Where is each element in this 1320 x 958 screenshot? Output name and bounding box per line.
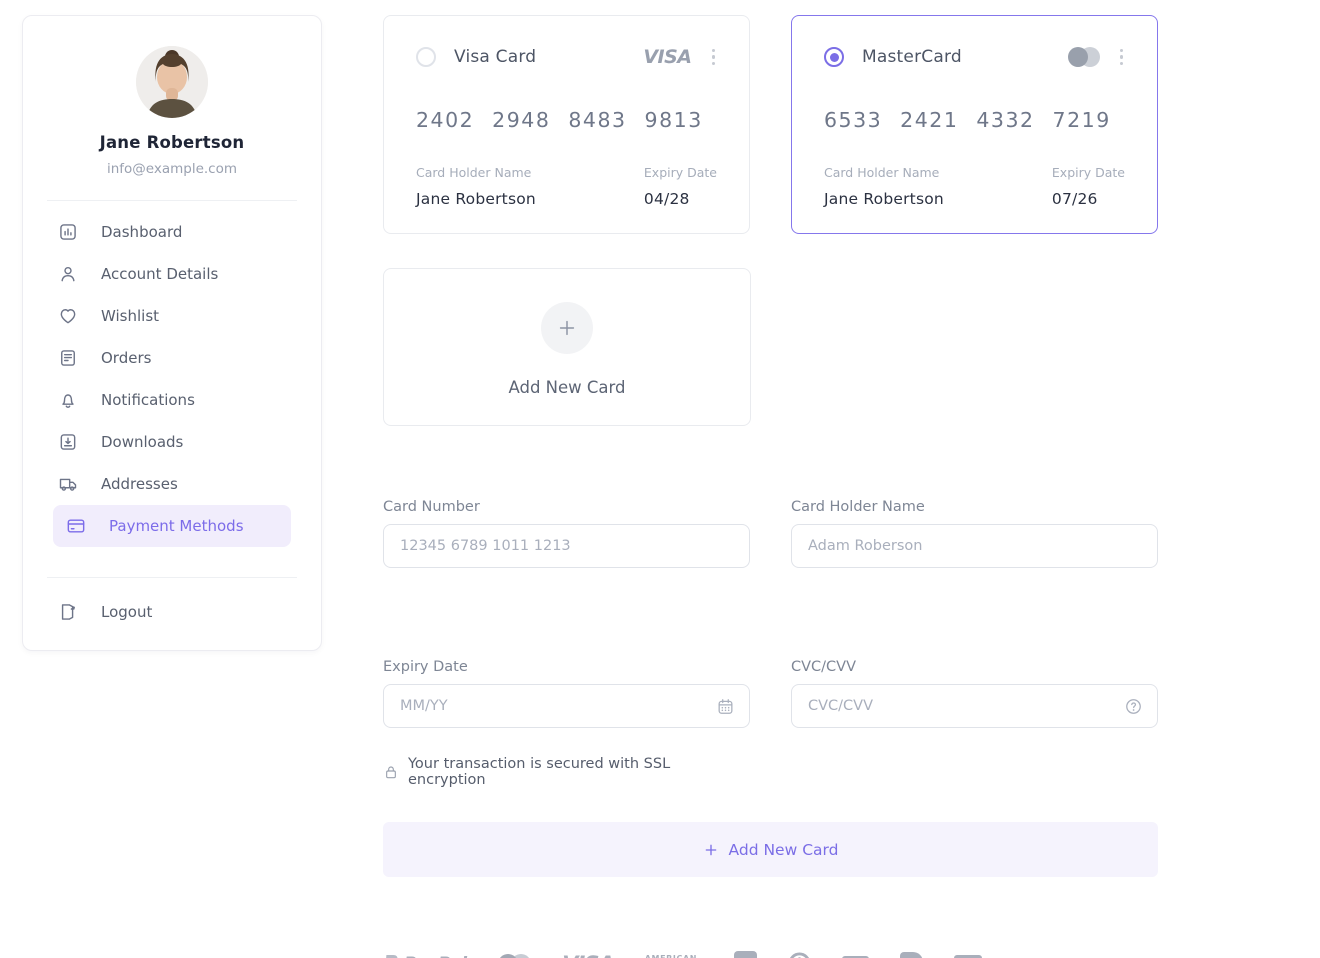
visa-logo-icon: VISA <box>562 952 614 958</box>
logout-button[interactable]: Logout <box>53 591 291 633</box>
saved-cards-row: Visa Card VISA 2402 2948 8483 9813 Card … <box>383 15 1158 234</box>
paypal-mark-icon <box>386 955 398 958</box>
expiry-label: Expiry Date <box>1051 165 1125 180</box>
card-holder-label: Card Holder Name <box>824 165 940 180</box>
plus-icon <box>541 302 593 354</box>
add-new-card-tile-label: Add New Card <box>508 378 626 397</box>
bell-icon <box>58 390 78 410</box>
document-icon <box>58 348 78 368</box>
sidebar-item-label: Account Details <box>101 265 219 283</box>
heart-icon <box>58 306 78 326</box>
add-new-card-button-label: Add New Card <box>728 840 839 859</box>
truck-icon <box>58 474 78 494</box>
profile-name: Jane Robertson <box>99 133 245 152</box>
discover-logo-icon: DISCOVER <box>842 956 870 958</box>
payment-methods-content: Visa Card VISA 2402 2948 8483 9813 Card … <box>383 15 1158 958</box>
sidebar-item-addresses[interactable]: Addresses <box>53 463 291 505</box>
download-icon <box>58 432 78 452</box>
profile-email: info@example.com <box>106 161 238 177</box>
card-number: 6533 2421 4332 7219 <box>824 108 1111 132</box>
sidebar-item-dashboard[interactable]: Dashboard <box>53 211 291 253</box>
sidebar-divider <box>47 200 297 201</box>
card-number-input[interactable] <box>400 538 735 554</box>
card-holder-value: Jane Robertson <box>416 190 536 208</box>
ssl-secure-note: Your transaction is secured with SSL enc… <box>383 756 750 788</box>
cvc-label: CVC/CVV <box>791 659 857 675</box>
logout-label: Logout <box>101 603 153 621</box>
sidebar-item-account-details[interactable]: Account Details <box>53 253 291 295</box>
help-icon[interactable] <box>1124 697 1143 716</box>
mastercard-logo-icon <box>498 953 532 958</box>
american-express-logo-icon: AMERICAN EXPRESS <box>644 953 698 958</box>
card-radio-selected[interactable] <box>824 47 844 67</box>
avatar-image <box>136 46 208 118</box>
sidebar-item-label: Payment Methods <box>109 517 244 535</box>
card-holder-label: Card Holder Name <box>416 165 532 180</box>
paypal-logo-icon: PayPal <box>383 953 467 958</box>
unionpay-logo-icon: UnionPay <box>954 955 983 958</box>
expiry-label: Expiry Date <box>643 165 717 180</box>
card-number: 2402 2948 8483 9813 <box>416 108 703 132</box>
sidebar-item-notifications[interactable]: Notifications <box>53 379 291 421</box>
add-new-card-tile[interactable]: Add New Card <box>383 268 751 426</box>
mastercard-logo-icon <box>1067 47 1100 67</box>
expiry-value: 07/26 <box>1051 190 1098 208</box>
sidebar-item-label: Notifications <box>101 391 195 409</box>
jcb-logo-icon: JCB <box>734 951 758 958</box>
sidebar-item-label: Downloads <box>101 433 184 451</box>
avatar <box>136 46 208 118</box>
card-number-label: Card Number <box>383 499 480 515</box>
sidebar-item-label: Wishlist <box>101 307 160 325</box>
card-radio-unselected[interactable] <box>416 47 436 67</box>
sidebar-item-payment-methods[interactable]: Payment Methods <box>53 505 291 547</box>
new-card-form: Card Number Card Holder Name Expiry Date <box>383 499 1158 728</box>
diners-club-logo-icon <box>788 952 811 958</box>
saved-card-visa[interactable]: Visa Card VISA 2402 2948 8483 9813 Card … <box>383 15 750 234</box>
accepted-payment-brands: PayPal VISA AMERICAN EXPRESS JCB DISCOVE… <box>383 951 1158 958</box>
card-holder-name-input[interactable] <box>808 538 1143 554</box>
sidebar-nav: Dashboard Account Details Wishlist <box>53 211 291 547</box>
dashboard-icon <box>58 222 78 242</box>
account-sidebar: Jane Robertson info@example.com Dashboar… <box>22 15 322 651</box>
sidebar-item-wishlist[interactable]: Wishlist <box>53 295 291 337</box>
card-holder-name-label: Card Holder Name <box>791 499 925 515</box>
card-title: Visa Card <box>454 47 537 67</box>
card-title: MasterCard <box>862 47 962 67</box>
plus-icon <box>705 844 716 855</box>
sidebar-item-label: Orders <box>101 349 152 367</box>
expiry-date-input[interactable] <box>400 698 716 714</box>
card-holder-value: Jane Robertson <box>824 190 944 208</box>
expiry-value: 04/28 <box>643 190 690 208</box>
add-new-card-button[interactable]: Add New Card <box>383 822 1158 877</box>
ideal-logo-icon: iD <box>900 951 924 958</box>
user-icon <box>58 264 78 284</box>
card-menu-button[interactable] <box>710 47 718 68</box>
calendar-icon[interactable] <box>716 697 735 716</box>
sidebar-item-label: Dashboard <box>101 223 183 241</box>
visa-logo-icon: VISA <box>643 46 692 68</box>
expiry-date-label: Expiry Date <box>383 659 468 675</box>
ssl-secure-text: Your transaction is secured with SSL enc… <box>408 756 671 788</box>
card-menu-button[interactable] <box>1118 47 1126 68</box>
sidebar-item-orders[interactable]: Orders <box>53 337 291 379</box>
sidebar-item-label: Addresses <box>101 475 178 493</box>
credit-card-icon <box>66 516 86 536</box>
sidebar-item-downloads[interactable]: Downloads <box>53 421 291 463</box>
lock-icon <box>383 764 399 780</box>
cvc-input[interactable] <box>808 698 1124 714</box>
logout-icon <box>58 602 78 622</box>
logout-divider <box>47 577 297 578</box>
saved-card-mastercard[interactable]: MasterCard 6533 2421 4332 7219 Card Hold… <box>791 15 1158 234</box>
